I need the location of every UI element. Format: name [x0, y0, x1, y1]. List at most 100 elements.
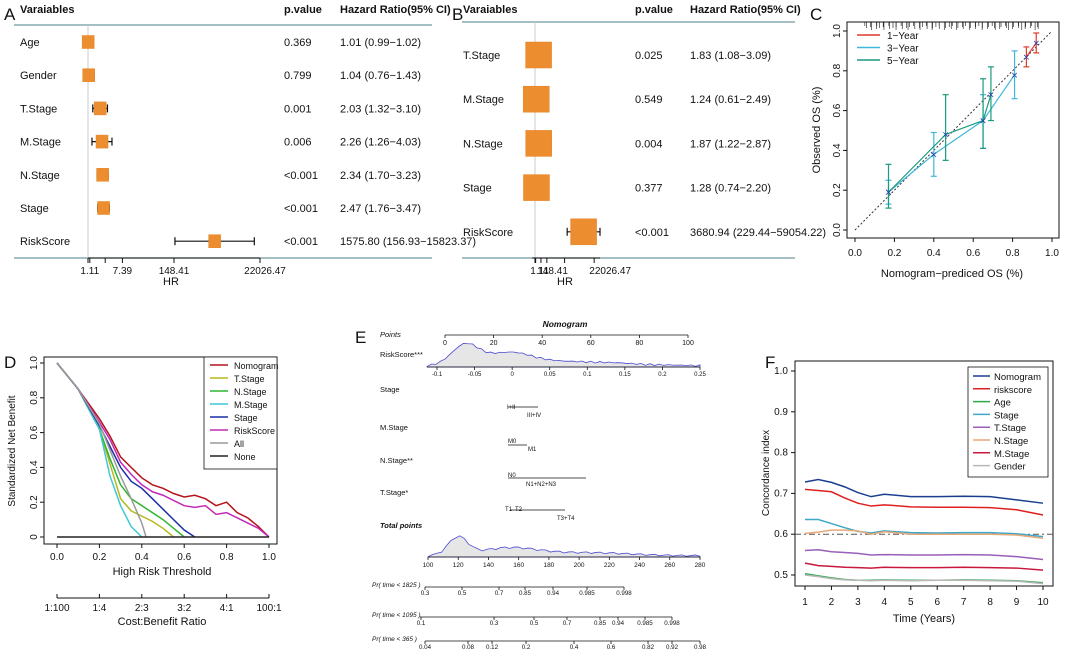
x-tick-label: 9	[1014, 597, 1020, 608]
hr-tick-label: 148.41	[159, 266, 190, 277]
legend-label: T.Stage	[994, 423, 1026, 434]
probability-tick-label: 0.998	[664, 620, 680, 627]
legend-box	[203, 356, 278, 470]
calibration-line	[888, 74, 1016, 193]
points-tick-label: 0	[443, 340, 447, 347]
x-tick-label: 0.2	[92, 552, 106, 563]
legend-label: Nomogram	[994, 372, 1041, 383]
y-tick-label: 0.0	[832, 223, 843, 237]
hr-axis-title: HR	[163, 276, 179, 288]
net-benefit-line	[56, 362, 143, 538]
probability-tick-label: 0.2	[522, 644, 531, 651]
row-label: T.Stage	[463, 50, 500, 62]
legend-label: N.Stage	[994, 436, 1028, 447]
total-tick-label: 220	[604, 562, 615, 569]
calibration-line	[1025, 42, 1037, 58]
x-tick-label: 4	[882, 597, 888, 608]
nomogram-row-label: N.Stage**	[380, 456, 413, 465]
row-pvalue: <0.001	[284, 236, 318, 248]
probability-tick-label: 0.985	[579, 590, 595, 597]
panel-letter-d: D	[4, 353, 16, 372]
x-tick-label: 0.2	[887, 248, 901, 259]
y-axis-title: Standardized Net Benefit	[7, 395, 18, 506]
riskscore-tick-label: 0.2	[658, 372, 667, 378]
row-hazard-ratio: 1.83 (1.08−3.09)	[690, 50, 771, 62]
x2-tick-label: 4:1	[220, 603, 234, 614]
row-hazard-ratio: 2.34 (1.70−3.23)	[340, 170, 421, 182]
total-tick-label: 180	[543, 562, 554, 569]
x-tick-label: 5	[908, 597, 914, 608]
probability-tick-label: 0.94	[612, 620, 625, 627]
row-pvalue: 0.377	[635, 183, 663, 195]
panel-letter-f: F	[765, 353, 775, 372]
x-tick-label: 0.4	[135, 552, 149, 563]
y-tick-label: 0.7	[774, 488, 788, 499]
riskscore-tick-label: 0.05	[544, 372, 556, 378]
total-points-label: Total points	[380, 521, 422, 530]
points-tick-label: 100	[682, 340, 694, 347]
hr-box	[93, 101, 107, 116]
y-tick-label: 0	[29, 534, 40, 540]
category-label: III+IV	[527, 413, 541, 419]
points-label: Points	[380, 330, 401, 339]
x-tick-label: 1	[802, 597, 808, 608]
x-tick-label: 7	[961, 597, 967, 608]
calibration-point: ×	[930, 150, 938, 160]
legend-label: 5−Year	[887, 56, 919, 67]
cindex-line	[804, 574, 1044, 585]
row-hazard-ratio: 1.87 (1.22−2.87)	[690, 138, 771, 150]
legend-label: N.Stage	[234, 387, 267, 397]
hr-tick-label: 1.11	[530, 266, 549, 277]
cindex-line	[804, 478, 1044, 504]
row-label: T.Stage	[20, 103, 57, 115]
row-hazard-ratio: 1.04 (0.76−1.43)	[340, 70, 421, 82]
row-hazard-ratio: 2.47 (1.76−3.47)	[340, 203, 421, 215]
probability-tick-label: 0.08	[462, 644, 475, 651]
x2-tick-label: 100:1	[256, 603, 281, 614]
category-label: N0	[508, 473, 516, 479]
probability-row-label: Pr( time < 365 )	[372, 636, 417, 643]
total-tick-label: 280	[695, 562, 706, 569]
riskscore-density	[426, 343, 701, 368]
calibration-point: ×	[1023, 53, 1031, 63]
x-tick-label: 0.6	[966, 248, 980, 259]
probability-tick-label: 0.12	[486, 644, 499, 651]
y-tick-label: 0.4	[832, 143, 843, 157]
net-benefit-line	[56, 362, 147, 538]
legend-label: Nomogram	[234, 361, 279, 371]
row-pvalue: 0.025	[635, 50, 663, 62]
cindex-line	[804, 488, 1044, 516]
y-tick-label: 1.0	[832, 24, 843, 38]
row-label: Gender	[20, 70, 57, 82]
probability-tick-label: 0.4	[570, 644, 579, 651]
category-label: T2	[515, 507, 523, 513]
header-pvalue: p.value	[284, 4, 322, 16]
probability-row-label: Pr( time < 1095 )	[372, 612, 421, 619]
row-hazard-ratio: 1.28 (0.74−2.20)	[690, 183, 771, 195]
nomogram-row-label: RiskScore***	[380, 350, 423, 359]
y-tick-label: 1.0	[774, 366, 788, 377]
net-benefit-line	[56, 362, 270, 538]
x-tick-label: 1.0	[1045, 248, 1059, 259]
probability-tick-label: 0.04	[419, 644, 432, 651]
x-tick-label: 2	[829, 597, 835, 608]
row-label: Stage	[20, 203, 49, 215]
x-axis-title: Nomogram−prediced OS (%)	[881, 268, 1023, 280]
hr-box	[96, 168, 109, 182]
row-hazard-ratio: 1575.80 (156.93−15823.37)	[340, 236, 476, 248]
plot-frame	[846, 21, 1060, 239]
row-pvalue: <0.001	[284, 203, 318, 215]
row-pvalue: 0.006	[284, 137, 312, 149]
calibration-line	[888, 94, 992, 193]
points-tick-label: 80	[636, 340, 644, 347]
category-label: N1+N2+N3	[526, 482, 557, 488]
concordance-plot-f: 1 2 3 4 5 6 7 8 9 10 0.5 0.6 0.7 0.8 0.9 1.0 Time (Years…	[761, 360, 1054, 625]
probability-tick-label: 0.5	[458, 590, 467, 597]
y-tick-label: 0.8	[29, 390, 40, 404]
calibration-point: ×	[942, 130, 950, 140]
y-tick-label: 0.4	[29, 460, 40, 474]
y-tick-label: 0.8	[832, 63, 843, 77]
row-label: Age	[20, 37, 40, 49]
panel-letter-c: C	[810, 5, 822, 24]
row-hazard-ratio: 2.03 (1.32−3.10)	[340, 103, 421, 115]
